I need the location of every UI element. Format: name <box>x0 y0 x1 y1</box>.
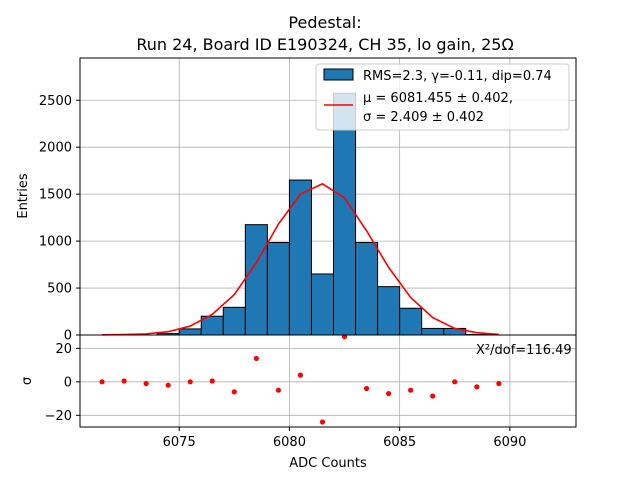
histogram-bar <box>421 327 445 336</box>
residual-grid <box>80 335 576 427</box>
residual-point <box>209 378 215 384</box>
histogram-bar <box>222 306 246 336</box>
residual-point <box>231 389 237 395</box>
legend-hist-swatch <box>323 68 354 81</box>
legend: RMS=2.3, γ=-0.11, dip=0.74 μ = 6081.455 … <box>315 63 570 131</box>
x-tick-label: 6080 <box>273 435 306 450</box>
x-tick-label: 6075 <box>163 435 196 450</box>
histogram-y-ticks: 0 500 1000 1500 2000 2500 <box>39 94 80 344</box>
residual-point <box>474 384 480 390</box>
histogram-y-tick-label: 2000 <box>39 141 72 156</box>
residual-point <box>99 379 105 385</box>
histogram-y-tick-label: 500 <box>47 282 72 297</box>
x-axis-ticks: 6075 6080 6085 6090 <box>163 427 526 450</box>
chi2-annotation: X²/dof=116.49 <box>476 343 572 358</box>
residual-y-tick-label: 0 <box>64 375 72 390</box>
histogram-y-tick-label: 2500 <box>39 94 72 109</box>
residual-point <box>143 380 149 387</box>
histogram-bar <box>288 179 312 336</box>
residual-point <box>187 379 193 385</box>
chart-title-line-1: Pedestal: <box>288 13 361 32</box>
legend-fit-label-mu: μ = 6081.455 ± 0.402, <box>363 91 513 106</box>
residual-point <box>363 385 370 392</box>
residual-point <box>275 387 281 393</box>
residual-point <box>253 355 259 362</box>
residual-point <box>319 419 326 425</box>
residual-point <box>430 393 436 399</box>
histogram-bar <box>399 307 423 336</box>
gaussian-fit-line <box>102 182 499 336</box>
residual-point <box>297 372 304 378</box>
x-tick-label: 6085 <box>383 435 416 450</box>
residual-y-ticks: −20 0 20 <box>45 342 80 424</box>
residual-point <box>496 380 502 387</box>
legend-fit-label-sigma: σ = 2.409 ± 0.402 <box>363 110 484 125</box>
x-tick-label: 6090 <box>493 435 526 450</box>
histogram-bar <box>355 242 379 336</box>
x-axis-label: ADC Counts <box>289 456 367 471</box>
residual-point <box>408 387 414 393</box>
legend-hist-label: RMS=2.3, γ=-0.11, dip=0.74 <box>363 69 552 84</box>
histogram-bar <box>377 286 401 336</box>
histogram-y-tick-label: 0 <box>64 329 72 344</box>
residual-point <box>121 378 127 384</box>
histogram-bars <box>156 92 489 336</box>
residual-y-tick-label: 20 <box>55 342 72 357</box>
histogram-y-tick-label: 1000 <box>39 235 72 250</box>
residual-axes-frame <box>79 334 577 428</box>
histogram-bar <box>266 242 290 336</box>
residual-point <box>386 390 392 397</box>
histogram-y-tick-label: 1500 <box>39 188 72 203</box>
chart-title-line-2: Run 24, Board ID E190324, CH 35, lo gain… <box>136 35 513 54</box>
legend-box <box>315 63 570 131</box>
residual-y-tick-label: −20 <box>45 409 72 424</box>
histogram-y-axis-label: Entries <box>16 173 31 219</box>
histogram-bar <box>244 224 268 336</box>
residual-point <box>452 379 458 385</box>
histogram-bar <box>178 328 202 336</box>
residual-y-axis-label: σ <box>20 377 35 385</box>
residual-point <box>165 382 171 388</box>
histogram-bar <box>310 273 335 336</box>
residual-points <box>99 334 502 425</box>
